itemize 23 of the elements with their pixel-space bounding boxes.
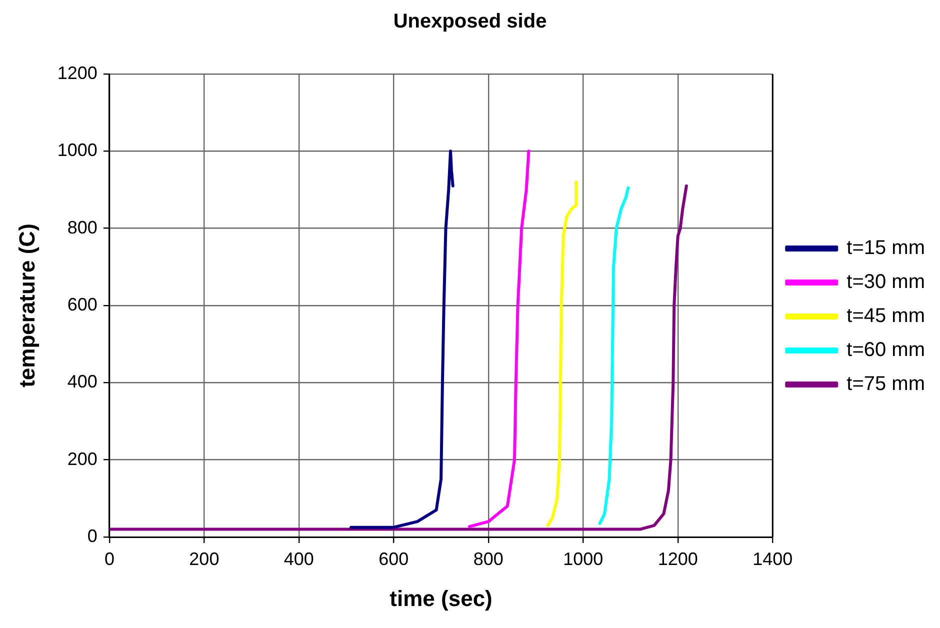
y-tick-label: 800 xyxy=(67,217,98,238)
y-axis-title: temperature (C) xyxy=(14,224,40,388)
x-tick-label: 200 xyxy=(189,548,220,569)
x-tick-label: 1400 xyxy=(752,548,793,569)
x-tick-label: 1200 xyxy=(658,548,698,569)
y-tick-label: 0 xyxy=(87,526,98,546)
legend-label: t=60 mm xyxy=(846,339,925,362)
x-tick-label: 600 xyxy=(378,548,409,569)
y-tick-label: 1200 xyxy=(57,62,98,83)
chart-title: Unexposed side xyxy=(393,10,547,33)
y-tick-label: 400 xyxy=(67,372,98,392)
x-tick-label: 0 xyxy=(104,548,114,569)
y-tick-label: 1000 xyxy=(57,140,98,160)
legend-label: t=75 mm xyxy=(846,373,925,396)
y-tick-label: 200 xyxy=(67,448,98,469)
legend-label: t=15 mm xyxy=(846,237,925,260)
y-tick-label: 600 xyxy=(67,294,98,314)
x-tick-label: 1000 xyxy=(563,548,604,569)
x-tick-label: 400 xyxy=(284,548,314,569)
legend-label: t=30 mm xyxy=(846,271,925,294)
x-tick-label: 800 xyxy=(473,548,504,569)
legend-label: t=45 mm xyxy=(846,305,925,328)
x-axis-title: time (sec) xyxy=(390,586,492,611)
